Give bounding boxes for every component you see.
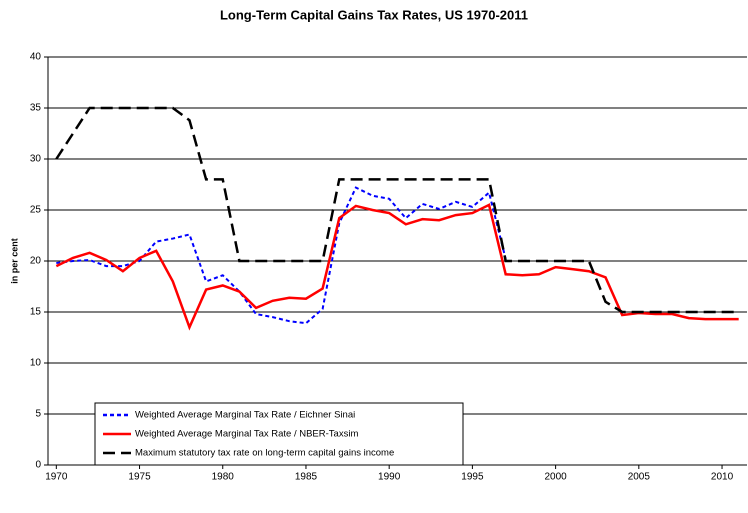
y-tick-label: 0 [35, 460, 41, 471]
x-tick-label: 2000 [544, 472, 567, 483]
x-tick-label: 1990 [378, 472, 401, 483]
series-line [55, 203, 739, 331]
legend-label: Weighted Average Marginal Tax Rate / Eic… [135, 410, 355, 421]
x-tick-label: 1975 [128, 472, 151, 483]
y-tick-label: 5 [35, 409, 41, 420]
x-tick-label: 1995 [461, 472, 484, 483]
x-tick-label: 2010 [711, 472, 734, 483]
series-line [55, 106, 739, 314]
y-tick-label: 35 [30, 103, 42, 114]
y-tick-label: 40 [30, 52, 42, 63]
x-tick-label: 1980 [212, 472, 235, 483]
y-tick-label: 20 [30, 256, 42, 267]
series-line [56, 186, 507, 325]
y-axis-label: in per cent [9, 238, 19, 284]
legend-label: Maximum statutory tax rate on long-term … [135, 448, 394, 459]
y-tick-label: 15 [30, 307, 42, 318]
x-tick-label: 1985 [295, 472, 318, 483]
legend-label: Weighted Average Marginal Tax Rate / NBE… [135, 429, 358, 440]
legend-box [94, 402, 464, 466]
x-tick-label: 2005 [628, 472, 651, 483]
x-tick-label: 1970 [45, 472, 68, 483]
y-tick-label: 10 [30, 358, 42, 369]
chart-title: Long-Term Capital Gains Tax Rates, US 19… [220, 7, 528, 22]
y-tick-label: 30 [30, 154, 42, 165]
y-tick-label: 25 [30, 205, 42, 216]
